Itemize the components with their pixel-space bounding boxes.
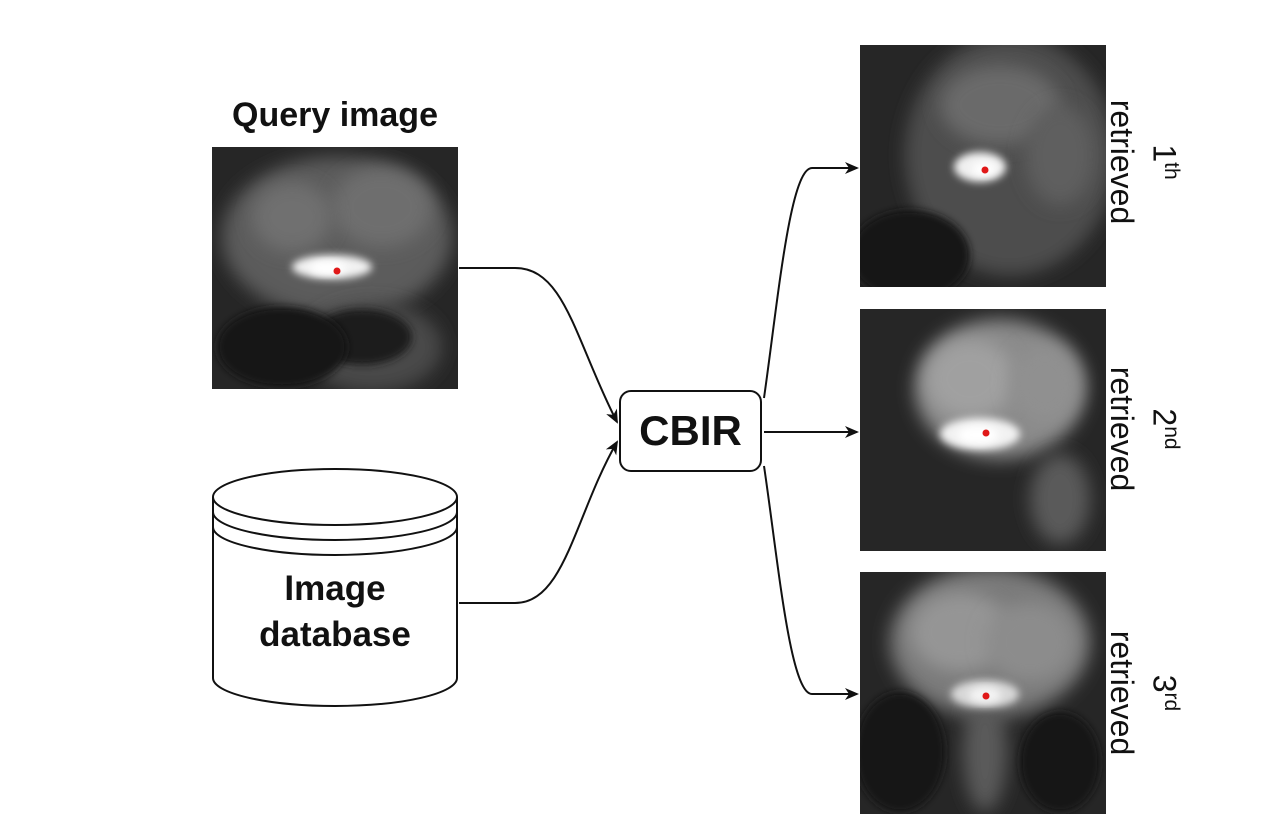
retrieved-2-word: retrieved (1104, 366, 1141, 492)
retrieved-1-word: retrieved (1104, 99, 1141, 225)
query-image-title: Query image (232, 96, 438, 134)
retrieved-label-3: 3rd retrieved (1102, 568, 1192, 818)
retrieved-label-1: 1th retrieved (1102, 37, 1192, 287)
retrieved-image-1 (860, 45, 1106, 287)
cbir-to-first-arrow (763, 162, 859, 399)
query-to-cbir-arrow (459, 267, 618, 424)
retrieved-3-marker-dot (982, 692, 990, 700)
retrieved-image-3 (860, 572, 1106, 814)
cbir-label: CBIR (639, 407, 742, 454)
retrieved-2-rank: 2nd (1146, 408, 1183, 450)
image-database-label: Image database (212, 566, 458, 658)
cbir-box: CBIR (619, 390, 762, 472)
retrieved-1-marker-dot (981, 166, 989, 174)
cbir-to-third-arrow (763, 465, 859, 700)
retrieved-2-marker-dot (982, 429, 990, 437)
database-label-line2: database (259, 615, 411, 654)
retrieved-3-word: retrieved (1104, 630, 1141, 756)
retrieved-label-2: 2nd retrieved (1102, 304, 1192, 554)
database-label-line1: Image (284, 569, 386, 608)
query-marker-dot (333, 267, 341, 275)
retrieved-3-rank: 3rd (1146, 674, 1183, 712)
database-cylinder (212, 468, 458, 707)
query-image (212, 147, 458, 389)
retrieved-image-2 (860, 309, 1106, 551)
database-to-cbir-arrow (459, 440, 618, 604)
retrieved-1-rank: 1th (1146, 144, 1183, 180)
